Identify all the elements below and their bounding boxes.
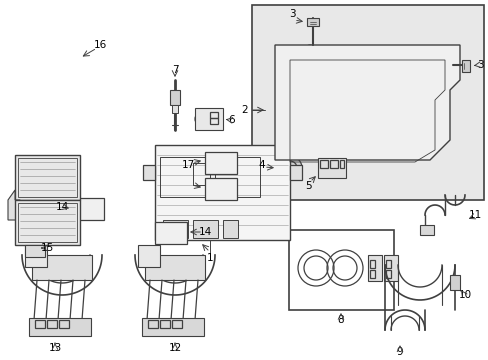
Bar xyxy=(369,270,374,278)
Bar xyxy=(461,60,469,72)
Bar xyxy=(72,198,104,220)
Bar xyxy=(35,320,45,328)
Text: 9: 9 xyxy=(396,347,403,357)
Bar xyxy=(215,157,260,197)
Bar xyxy=(383,255,397,281)
Bar xyxy=(155,222,186,244)
Bar xyxy=(145,255,204,280)
Bar xyxy=(25,245,45,257)
Text: 16: 16 xyxy=(93,40,106,50)
Bar xyxy=(385,270,390,278)
Bar xyxy=(32,255,92,280)
Text: 6: 6 xyxy=(228,115,235,125)
Bar xyxy=(329,160,337,168)
Text: 3: 3 xyxy=(288,9,295,19)
Bar xyxy=(155,145,289,240)
Bar xyxy=(18,203,77,242)
Bar xyxy=(339,160,343,168)
Bar xyxy=(47,320,57,328)
Bar xyxy=(369,260,374,268)
Text: 14: 14 xyxy=(198,227,211,237)
Polygon shape xyxy=(142,165,155,180)
Text: 4: 4 xyxy=(258,160,265,170)
Bar xyxy=(142,318,203,336)
Text: 2: 2 xyxy=(241,105,248,115)
Bar xyxy=(223,220,238,238)
Circle shape xyxy=(278,156,302,180)
Bar xyxy=(317,158,346,178)
Text: 17: 17 xyxy=(181,160,194,170)
Circle shape xyxy=(305,45,314,55)
Text: 1: 1 xyxy=(206,253,213,263)
Text: 11: 11 xyxy=(468,210,481,220)
Bar xyxy=(449,275,459,290)
Text: 15: 15 xyxy=(41,243,54,253)
Bar xyxy=(306,18,318,26)
Bar xyxy=(15,155,80,200)
Bar xyxy=(148,320,158,328)
Bar xyxy=(15,200,80,245)
Bar xyxy=(204,152,237,174)
Bar xyxy=(172,105,178,113)
Bar xyxy=(59,320,69,328)
Polygon shape xyxy=(289,165,302,180)
Bar xyxy=(138,245,160,267)
Text: 10: 10 xyxy=(458,290,470,300)
Text: 13: 13 xyxy=(48,343,61,353)
Bar xyxy=(367,255,381,281)
Bar xyxy=(209,118,218,124)
Bar xyxy=(288,230,393,310)
Bar xyxy=(195,108,223,130)
Bar xyxy=(18,158,77,197)
Bar xyxy=(163,220,187,238)
Bar xyxy=(170,90,180,105)
Text: 5: 5 xyxy=(304,181,311,191)
Bar xyxy=(29,318,91,336)
Bar xyxy=(172,320,182,328)
Bar xyxy=(160,157,209,197)
Bar xyxy=(25,245,47,267)
Polygon shape xyxy=(274,45,459,160)
Text: 14: 14 xyxy=(55,202,68,212)
Text: 3: 3 xyxy=(476,60,482,70)
Bar xyxy=(385,260,390,268)
Text: 12: 12 xyxy=(168,343,181,353)
Bar xyxy=(319,160,327,168)
Bar xyxy=(193,220,218,238)
Bar xyxy=(209,112,218,118)
Bar xyxy=(251,5,483,200)
Bar xyxy=(419,225,433,235)
Text: 7: 7 xyxy=(171,65,178,75)
Bar xyxy=(204,178,237,200)
Bar xyxy=(160,320,170,328)
Circle shape xyxy=(434,50,444,60)
Polygon shape xyxy=(8,190,20,220)
Text: 8: 8 xyxy=(337,315,344,325)
